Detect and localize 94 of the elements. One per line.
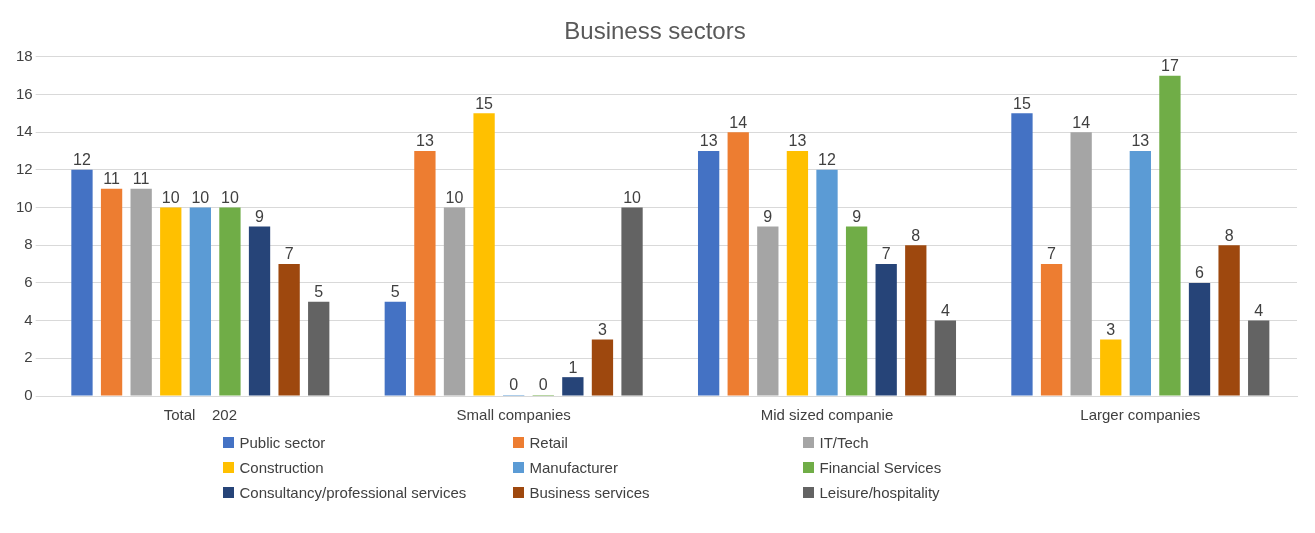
data-label: 15 [475, 94, 494, 112]
bar [278, 264, 300, 396]
bar [727, 132, 749, 396]
bar [1011, 113, 1033, 396]
data-label: 13 [788, 132, 807, 150]
data-label: 4 [1254, 302, 1264, 320]
bar [757, 226, 779, 396]
bar [160, 207, 182, 396]
bar [443, 207, 466, 396]
bar [1218, 245, 1240, 396]
bar [1188, 282, 1211, 396]
bar [1159, 75, 1181, 396]
x-tick-label: Small companies [456, 406, 571, 424]
bar [308, 301, 330, 396]
bar [100, 188, 123, 396]
y-tick-label: 18 [16, 46, 33, 64]
legend-label: Consultancy/professional services [239, 484, 467, 501]
bar [384, 301, 406, 396]
data-label: 7 [284, 245, 294, 263]
bar [905, 245, 927, 396]
data-label: 10 [221, 188, 239, 206]
y-tick-label: 8 [24, 235, 33, 253]
data-label: 13 [416, 132, 434, 150]
bar [248, 226, 271, 396]
bar [130, 188, 152, 396]
bar [1248, 320, 1270, 396]
data-label: 12 [73, 151, 91, 169]
legend-label: Business services [529, 484, 650, 501]
x-tick-label: Mid sized companie [760, 406, 894, 424]
bar [1100, 339, 1122, 396]
bar [786, 151, 809, 396]
data-label: 6 [1195, 264, 1205, 282]
legend-label: IT/Tech [819, 434, 869, 451]
data-label: 7 [1047, 245, 1057, 263]
y-tick-label: 2 [24, 348, 33, 366]
legend-label: Leisure/hospitality [819, 484, 940, 501]
data-label: 9 [255, 207, 265, 225]
bar [414, 151, 436, 396]
y-tick-label: 14 [16, 122, 33, 140]
bar [1040, 264, 1063, 396]
legend-label: Public sector [239, 434, 326, 451]
bar [621, 207, 643, 396]
bar [1129, 151, 1151, 396]
x-tick-label: Total 202 [163, 406, 238, 424]
bar [189, 207, 211, 396]
data-label: 11 [103, 170, 120, 188]
bar [845, 226, 868, 396]
data-label: 3 [1106, 320, 1116, 338]
data-label: 13 [1131, 132, 1150, 150]
data-label: 7 [881, 245, 891, 263]
data-label: 14 [1072, 113, 1091, 131]
data-label: 17 [1161, 57, 1179, 75]
data-label: 10 [445, 188, 464, 206]
data-label: 9 [763, 207, 773, 225]
data-label: 5 [390, 283, 400, 301]
data-label: 5 [314, 283, 324, 301]
y-tick-label: 6 [24, 273, 33, 291]
data-label: 8 [911, 226, 921, 244]
data-label: 8 [1224, 226, 1234, 244]
x-tick-label: Larger companies [1080, 406, 1201, 424]
data-label: 14 [729, 113, 748, 131]
data-label: 10 [623, 188, 642, 206]
bar [1070, 132, 1092, 396]
bar [71, 169, 93, 396]
bar [697, 151, 720, 396]
data-label: 3 [598, 320, 607, 338]
bar [219, 207, 241, 396]
data-label: 13 [699, 132, 718, 150]
data-label: 0 [538, 376, 548, 394]
data-label: 10 [191, 188, 210, 206]
bar [934, 320, 957, 396]
data-label: 9 [852, 207, 862, 225]
legend-label: Construction [239, 459, 324, 476]
data-label: 4 [940, 302, 950, 320]
data-label: 10 [161, 188, 180, 206]
bar [591, 339, 614, 396]
legend-label: Retail [529, 434, 568, 451]
bar [473, 113, 495, 396]
bar [562, 377, 584, 396]
y-tick-label: 0 [24, 386, 33, 404]
data-label: 11 [132, 170, 150, 188]
y-tick-label: 4 [24, 310, 33, 328]
legend-label: Manufacturer [529, 459, 618, 476]
chart-title: Business sectors [564, 17, 746, 45]
data-label: 15 [1013, 94, 1031, 112]
y-tick-label: 12 [16, 160, 33, 178]
data-label: 12 [818, 151, 837, 169]
bar [816, 169, 838, 396]
bar [875, 264, 897, 396]
legend-label: Financial Services [819, 459, 942, 476]
y-tick-label: 16 [16, 84, 33, 102]
data-label: 0 [509, 376, 519, 394]
y-tick-label: 10 [16, 197, 33, 215]
data-label: 1 [568, 358, 578, 376]
